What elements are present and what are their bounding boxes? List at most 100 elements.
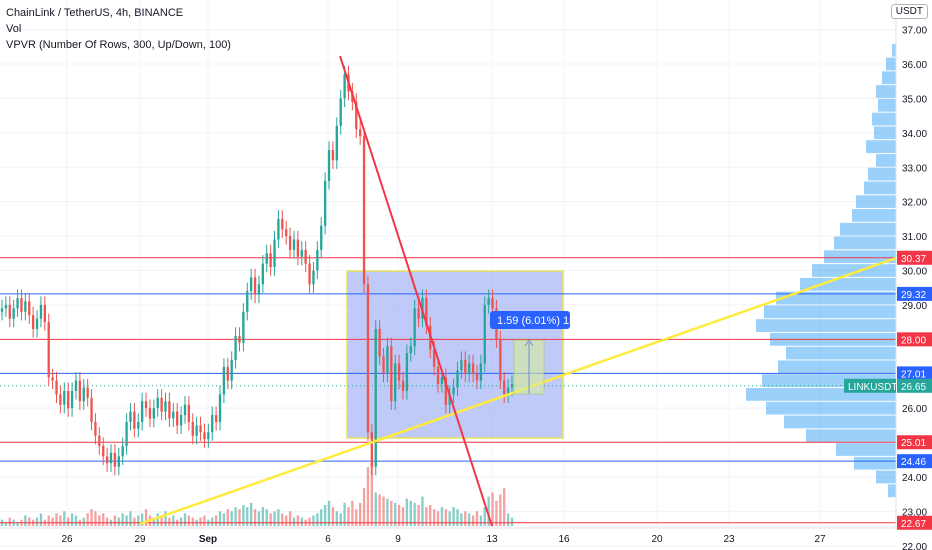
candle-body (257, 284, 261, 295)
candle-body (35, 318, 39, 330)
candle-body (382, 356, 385, 374)
volume-bar (409, 500, 412, 526)
candle-body (308, 263, 311, 285)
candle-body (199, 425, 202, 433)
legend-title[interactable]: ChainLink / TetherUS, 4h, BINANCE (6, 7, 184, 19)
volume-bar (67, 517, 70, 526)
price-tick-label: 29.00 (902, 301, 927, 312)
price-label-bg (897, 435, 932, 450)
candle-body (249, 277, 253, 292)
candle-body (176, 411, 179, 426)
volume-bar (82, 517, 85, 526)
volume-bar (156, 513, 159, 526)
currency-badge[interactable]: USDT (890, 4, 928, 19)
candle-body (86, 387, 89, 398)
candle-body (378, 329, 381, 357)
candle-body (503, 380, 506, 395)
volume-bar (51, 517, 54, 526)
price-tick-label: 23.00 (902, 507, 927, 518)
price-tick-label: 22.00 (902, 542, 927, 550)
price-tick-label: 33.00 (902, 163, 927, 174)
time-tick-label: 16 (558, 534, 570, 545)
price-tick-label: 36.00 (902, 60, 927, 71)
volume-bar (475, 511, 479, 526)
candle-body (125, 421, 128, 447)
legend-vpvr[interactable]: VPVR (Number Of Rows, 300, Up/Down, 100) (6, 39, 231, 51)
volume-bar (491, 492, 494, 526)
volume-bar (214, 515, 218, 526)
volume-profile-row (764, 305, 896, 319)
volume-bar (316, 513, 319, 526)
measure-arrow-head (524, 339, 534, 347)
candle-body (105, 456, 109, 464)
volume-bar (249, 502, 253, 526)
candle-body (129, 411, 132, 422)
candle-body (362, 136, 366, 285)
legend-vol[interactable]: Vol (6, 23, 22, 35)
volume-bar (277, 509, 280, 526)
volume-profile-row (834, 236, 896, 250)
candle-body (327, 150, 331, 182)
volume-bar (499, 494, 502, 526)
volume-bar (401, 507, 405, 526)
price-label-text: 25.01 (901, 438, 926, 449)
price-label: 28.00 (897, 332, 932, 347)
trend-line-red[interactable] (339, 55, 493, 527)
candle-body (214, 415, 218, 422)
candle-body (59, 394, 62, 405)
volume-profile-row (888, 484, 896, 498)
candle-body (261, 263, 265, 285)
candle-body (320, 225, 323, 250)
candle-body (452, 387, 455, 395)
candle-body (152, 408, 155, 419)
candle-body (39, 304, 43, 319)
candle-body (187, 404, 191, 422)
candle-body (288, 236, 292, 250)
price-label-bg (897, 515, 932, 530)
price-label: LINKUSDT 26.65 (844, 378, 932, 393)
price-label-text: 29.32 (901, 290, 926, 301)
volume-bar (226, 509, 229, 526)
volume-bar (168, 517, 171, 526)
price-label-bg (897, 378, 932, 393)
candle-body (335, 125, 338, 161)
volume-bar (269, 513, 272, 526)
measure-label[interactable]: 1.59 (6.01%) 159 (497, 315, 581, 327)
volume-bar (117, 517, 120, 526)
candle-body (102, 446, 105, 457)
volume-bar (413, 502, 416, 526)
candle-body (296, 239, 300, 257)
candle-body (510, 384, 514, 388)
candle-body (448, 394, 451, 405)
volume-bar (187, 515, 191, 526)
volume-bar (261, 507, 265, 526)
candle-body (483, 304, 486, 364)
candle-body (55, 380, 58, 395)
volume-profile-row (852, 209, 896, 222)
symbol-label-bg (844, 378, 896, 393)
candle-body (203, 432, 206, 440)
price-label-text: 30.37 (901, 254, 926, 265)
volume-bar (355, 509, 358, 526)
volume-bar (246, 507, 249, 526)
volume-profile-row (876, 470, 896, 484)
candle-body (74, 380, 78, 391)
volume-bar (4, 521, 8, 526)
candle-body (265, 253, 268, 264)
candle-body (226, 366, 229, 381)
candle-body (179, 415, 183, 426)
volume-bar (70, 513, 74, 526)
volume-bar (394, 502, 397, 526)
candle-body (109, 452, 113, 464)
volume-bar (90, 509, 93, 526)
volume-bar (59, 515, 62, 526)
price-label-bg (897, 366, 932, 381)
time-tick-label: 9 (395, 534, 401, 545)
price-label-text: 27.01 (901, 369, 926, 380)
volume-profile-row (840, 222, 896, 236)
volume-profile-row (824, 250, 896, 264)
volume-bar (351, 500, 354, 526)
candle-body (316, 249, 319, 271)
candle-body (191, 421, 194, 436)
